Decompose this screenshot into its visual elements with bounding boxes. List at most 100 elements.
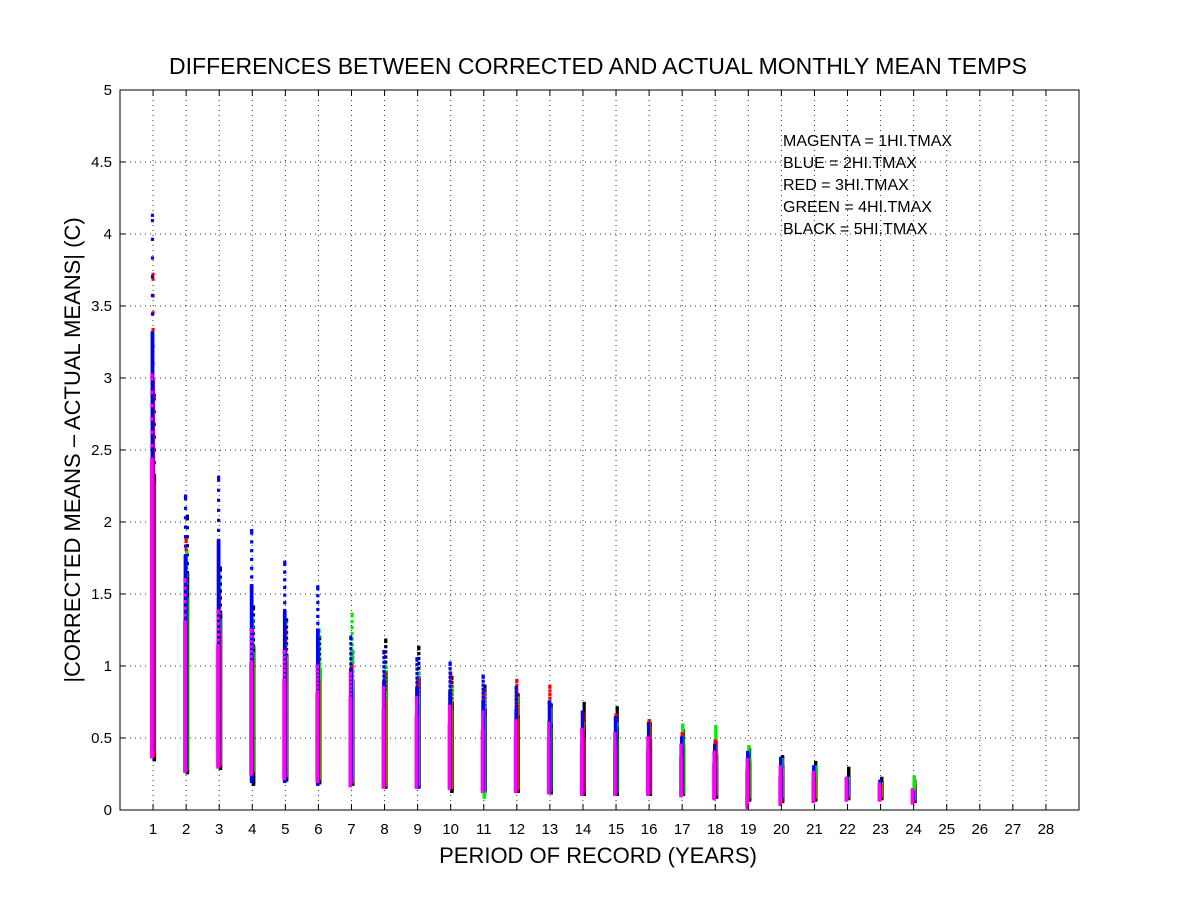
data-point [316, 600, 320, 605]
data-point [250, 575, 254, 579]
data-point [350, 620, 354, 624]
data-point [283, 608, 287, 613]
data-point [384, 645, 388, 649]
data-point-max [880, 776, 884, 780]
data-point-max [747, 745, 751, 749]
data-point [384, 655, 388, 659]
data-point [217, 538, 221, 543]
data-point-max [384, 638, 388, 642]
data-point [681, 726, 685, 730]
data-point [183, 535, 188, 539]
data-point [681, 728, 685, 733]
data-point [217, 518, 221, 522]
data-point [548, 689, 552, 693]
data-point [185, 517, 189, 521]
data-point [283, 570, 287, 574]
data-point-max [680, 732, 684, 736]
data-point [283, 578, 287, 582]
data-points [150, 213, 917, 809]
data-point [384, 650, 388, 654]
data-point [515, 683, 519, 687]
data-point [714, 735, 718, 739]
data-point [217, 488, 221, 492]
data-point-max [151, 272, 155, 276]
data-point [417, 656, 421, 661]
data-point [185, 535, 189, 539]
data-point [150, 256, 155, 260]
data-point-max [316, 585, 320, 589]
data-point [350, 631, 354, 635]
data-point [316, 614, 320, 618]
data-point [150, 312, 155, 316]
data-point [747, 749, 751, 753]
data-point-max [350, 612, 354, 616]
data-point [316, 621, 320, 625]
data-point [615, 710, 619, 714]
data-point [316, 587, 320, 591]
data-point [283, 593, 287, 597]
data-point-max [912, 775, 916, 779]
data-point [250, 557, 254, 562]
data-point [250, 584, 254, 588]
data-point-max [615, 706, 619, 710]
data-point [250, 531, 254, 535]
data-point [283, 562, 287, 567]
data-point [250, 549, 254, 553]
data-point [582, 709, 586, 713]
data-point-max [185, 514, 189, 518]
data-point-max [283, 560, 287, 564]
data-point [350, 625, 354, 630]
data-point-max [516, 693, 520, 697]
data-point-max [681, 723, 685, 727]
data-point-max [515, 678, 519, 682]
data-point [183, 506, 188, 510]
data-point [250, 566, 254, 570]
data-point [548, 696, 552, 700]
data-point [714, 737, 718, 741]
data-point [713, 741, 717, 745]
data-point [382, 676, 387, 680]
data-point-max [548, 684, 552, 688]
data-point [714, 730, 718, 734]
data-point [183, 516, 188, 520]
data-point-max [183, 494, 188, 498]
data-point-max [217, 475, 221, 479]
data-point-max [417, 645, 421, 649]
data-point [714, 727, 718, 732]
data-point [416, 683, 420, 687]
data-point [151, 328, 155, 332]
data-point-max [614, 713, 618, 717]
data-point [714, 732, 718, 736]
data-point [185, 544, 189, 548]
data-point [183, 554, 188, 558]
data-point [184, 539, 188, 544]
data-point [283, 601, 287, 605]
data-point [384, 660, 388, 664]
data-point [151, 277, 155, 281]
data-point [548, 692, 552, 697]
data-point [582, 705, 586, 710]
data-point [183, 525, 188, 529]
data-point-max [714, 724, 718, 729]
data-point-max [814, 760, 818, 765]
data-point [217, 508, 221, 512]
data-point-max [349, 664, 354, 668]
data-point-max [713, 739, 717, 743]
data-point-max [847, 766, 851, 770]
data-point [184, 548, 188, 552]
data-point [217, 498, 221, 502]
data-point-max [382, 671, 387, 675]
data-point [150, 275, 155, 279]
data-point [185, 551, 189, 555]
data-point-max [582, 701, 586, 706]
data-point [150, 219, 155, 223]
data-point [150, 293, 155, 298]
data-point [150, 331, 155, 335]
data-point [217, 478, 221, 482]
data-point [747, 747, 751, 751]
data-point [185, 526, 189, 530]
data-point [283, 585, 287, 590]
data-point [250, 540, 254, 544]
data-point [316, 594, 320, 598]
data-point [183, 497, 188, 501]
